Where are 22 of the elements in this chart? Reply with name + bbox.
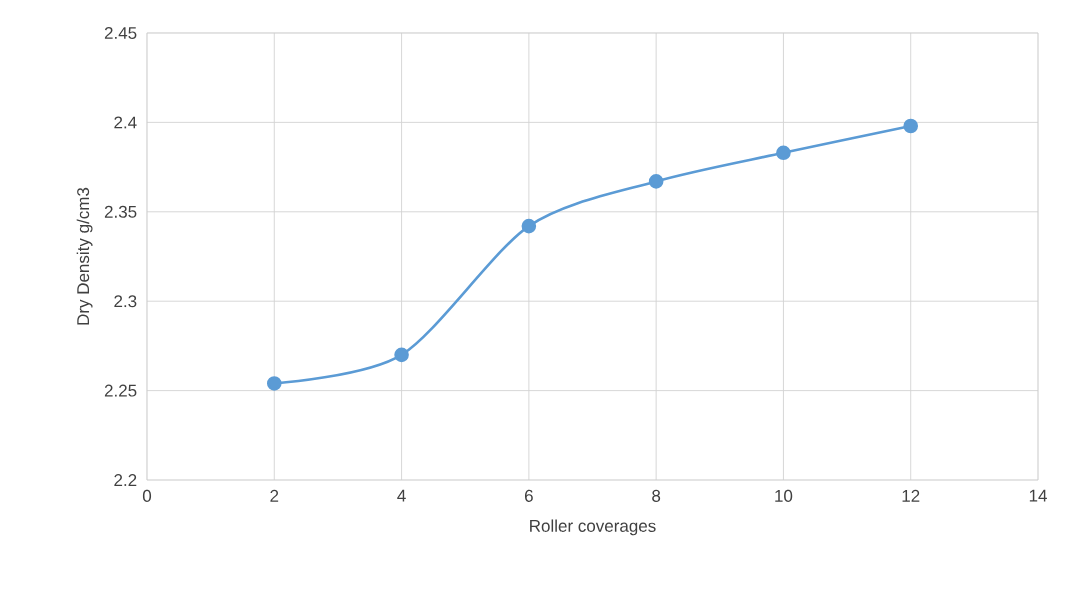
point — [648, 174, 664, 189]
x-tick-label: 4 — [397, 489, 406, 502]
y-tick-label: 2.25 — [104, 384, 137, 397]
y-tick-label: 2.3 — [114, 295, 137, 308]
point — [903, 118, 919, 134]
point — [266, 376, 282, 391]
point — [776, 145, 791, 161]
point — [394, 347, 409, 363]
point — [521, 218, 537, 234]
x-tick-label: 10 — [775, 489, 793, 502]
x-axis-title: Roller coverages — [530, 519, 656, 536]
x-tick-label: 14 — [1029, 489, 1047, 502]
y-tick-label: 2.2 — [114, 474, 137, 486]
x-tick-label: 0 — [142, 489, 152, 502]
x-tick-label: 6 — [524, 489, 533, 502]
y-tick-label: 2.45 — [104, 26, 137, 40]
x-tick-label: 12 — [902, 489, 920, 502]
x-tick-label: 8 — [652, 489, 661, 502]
x-tick-label: 2 — [270, 489, 279, 502]
y-tick-label: 2.4 — [114, 116, 137, 129]
y-axis-title: Dry Density g/cm3 — [76, 187, 93, 325]
y-tick-label: 2.35 — [104, 205, 137, 218]
